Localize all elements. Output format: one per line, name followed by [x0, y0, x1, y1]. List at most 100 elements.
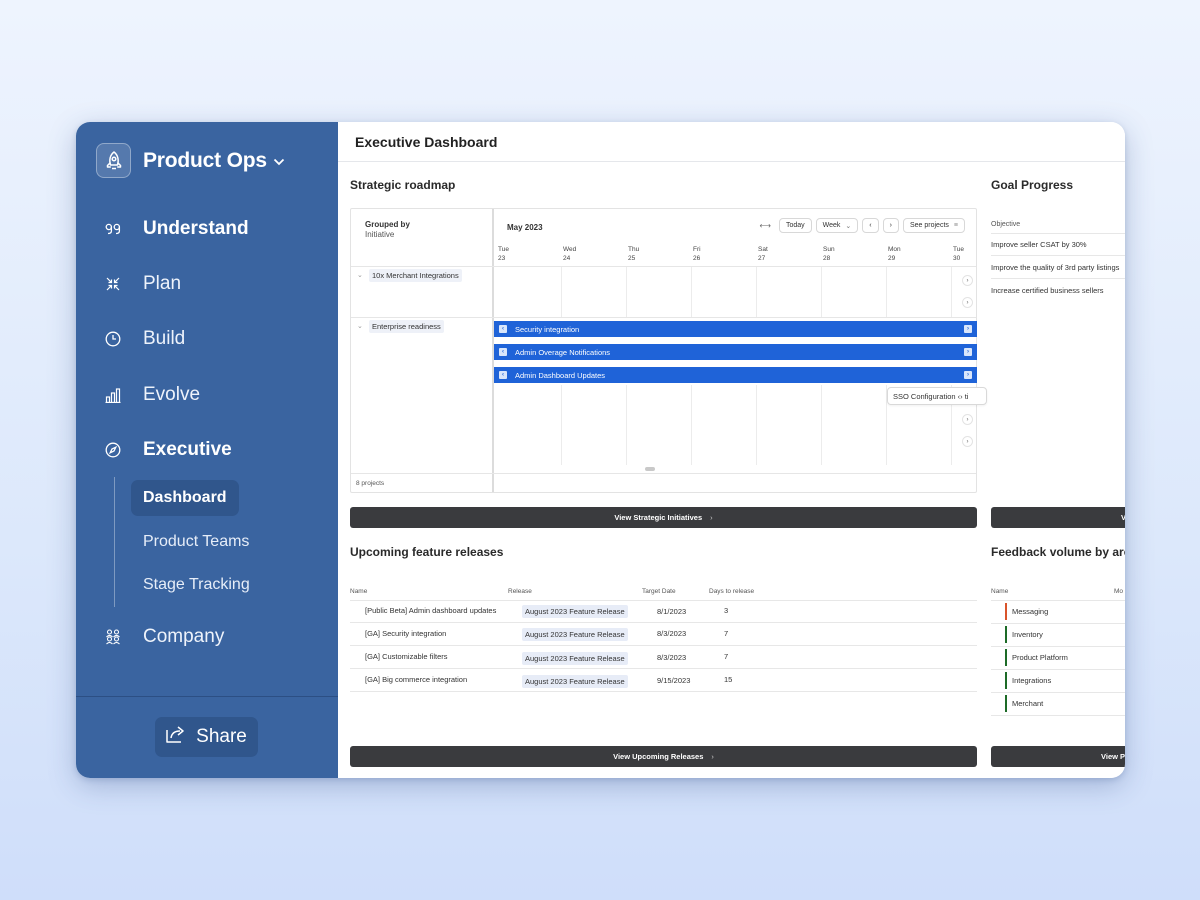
chevron-right-icon[interactable]: › [964, 325, 972, 333]
list-icon: ≡ [953, 222, 958, 229]
page-title: Executive Dashboard [355, 133, 498, 150]
grid-line [951, 385, 952, 465]
grid-line [561, 267, 562, 317]
column-header-name[interactable]: Name [991, 588, 1009, 595]
feedback-row-messaging[interactable]: Messaging [991, 603, 1048, 620]
chevron-right-icon[interactable]: › [962, 414, 973, 425]
chevron-right-icon[interactable]: › [964, 348, 972, 356]
chevron-left-icon[interactable]: ‹ [499, 325, 507, 333]
day-header: Mon 29 [888, 246, 901, 262]
compass-icon [104, 441, 122, 459]
chevron-right-icon: › [710, 513, 713, 522]
grouped-by-label[interactable]: Grouped by Initiative [365, 220, 410, 239]
next-button[interactable]: › [882, 218, 899, 233]
chevron-down-icon [273, 153, 285, 171]
status-color-bar [1005, 603, 1007, 620]
feedback-row-merchant[interactable]: Merchant [991, 695, 1043, 712]
feedback-row-inventory[interactable]: Inventory [991, 626, 1043, 643]
roadmap-bar-admin-dashboard[interactable]: ‹ Admin Dashboard Updates › [494, 367, 977, 383]
nav-item-executive[interactable]: Executive [104, 439, 232, 461]
row-divider [991, 623, 1125, 624]
day-header: Sun 28 [823, 246, 835, 262]
chevron-down-icon[interactable]: ⌄ [357, 323, 363, 330]
column-header-name[interactable]: Name [350, 588, 368, 595]
chevron-right-icon[interactable]: › [962, 297, 973, 308]
roadmap-month: May 2023 [507, 223, 543, 232]
expand-horizontal-icon[interactable]: ⟷ [759, 221, 771, 230]
roadmap-bar-admin-overage[interactable]: ‹ Admin Overage Notifications › [494, 344, 977, 360]
view-upcoming-releases-button[interactable]: View Upcoming Releases › [350, 746, 977, 767]
chevron-right-icon[interactable]: › [962, 275, 973, 286]
column-header-target-date[interactable]: Target Date [642, 588, 676, 595]
grid-line [821, 267, 822, 317]
chevron-right-icon: › [711, 752, 714, 761]
horizontal-scroll-handle[interactable] [645, 467, 655, 471]
grid-line [351, 317, 976, 318]
chevron-right-icon[interactable]: › [964, 371, 972, 379]
objective-column-header: Objective [991, 221, 1021, 228]
nav-item-build[interactable]: Build [104, 328, 185, 350]
feedback-row-product-platform[interactable]: Product Platform [991, 649, 1068, 666]
view-strategic-initiatives-button[interactable]: View Strategic Initiatives › [350, 507, 977, 528]
column-header-days[interactable]: Days to release [709, 588, 755, 595]
grid-line [951, 267, 952, 317]
row-divider [350, 668, 977, 669]
rocket-icon [96, 143, 131, 178]
grid-line [886, 267, 887, 317]
goal-row[interactable]: Improve seller CSAT by 30% [991, 240, 1087, 249]
grid-line [626, 267, 627, 317]
chevron-down-icon[interactable]: ⌄ [357, 272, 363, 279]
goal-row[interactable]: Improve the quality of 3rd party listing… [991, 263, 1120, 272]
nav-item-evolve[interactable]: Evolve [104, 384, 200, 406]
row-divider [991, 715, 1125, 716]
roadmap-timeline: Grouped by Initiative May 2023 ⟷ Today W… [350, 208, 987, 493]
workspace-switcher[interactable]: Product Ops [96, 143, 285, 178]
nav-item-understand[interactable]: Understand [104, 218, 249, 240]
app-window: Product Ops Understand Plan Build [76, 122, 1125, 778]
grid-line [691, 385, 692, 465]
grid-line [821, 385, 822, 465]
group-tag-enterprise-readiness[interactable]: Enterprise readiness [369, 320, 444, 333]
column-header-mo[interactable]: Mo [1114, 588, 1124, 595]
chevron-left-icon[interactable]: ‹ [499, 348, 507, 356]
group-tag-10x-merchant[interactable]: 10x Merchant Integrations [369, 269, 462, 282]
day-header: Fri 26 [693, 246, 701, 262]
subnav-item-dashboard[interactable]: Dashboard [131, 480, 239, 516]
bar-chart-icon [104, 386, 122, 404]
see-projects-button[interactable]: See projects ≡ [902, 218, 965, 233]
view-feedback-button[interactable]: View P [991, 746, 1125, 767]
roadmap-bar-security-integration[interactable]: ‹ Security integration › [494, 321, 977, 337]
project-count: 8 projects [356, 480, 385, 487]
goal-progress-title: Goal Progress [991, 178, 1074, 192]
roadmap-day-headers: Tue 23 Wed 24 Thu 25 Fri 26 Sat 27 Sun 28 Mon 2… [496, 245, 976, 267]
view-goals-button[interactable]: View Goals [991, 507, 1125, 528]
release-tag: August 2023 Feature Release [522, 652, 628, 665]
chevron-down-icon: ⌄ [845, 222, 852, 230]
status-color-bar [1005, 626, 1007, 643]
nav-item-plan[interactable]: Plan [104, 273, 181, 295]
people-icon [104, 628, 122, 646]
chevron-left-icon[interactable]: ‹ [499, 371, 507, 379]
roadmap-title: Strategic roadmap [350, 178, 456, 192]
feedback-title: Feedback volume by area [991, 545, 1125, 559]
period-select[interactable]: Week ⌄ [815, 218, 859, 233]
prev-button[interactable]: ‹ [862, 218, 879, 233]
feedback-row-integrations[interactable]: Integrations [991, 672, 1051, 689]
row-divider [991, 692, 1125, 693]
release-tag: August 2023 Feature Release [522, 628, 628, 641]
row-divider [991, 278, 1125, 279]
goal-row[interactable]: Increase certified business sellers [991, 286, 1104, 295]
chevron-right-icon[interactable]: › [962, 436, 973, 447]
share-button[interactable]: Share [155, 717, 258, 757]
roadmap-item-sso-configuration[interactable]: SSO Configuration ‹› ti [887, 387, 987, 405]
grid-line [691, 267, 692, 317]
clock-icon [104, 330, 122, 348]
today-button[interactable]: Today [778, 218, 812, 233]
subnav-item-stage-tracking[interactable]: Stage Tracking [143, 576, 250, 593]
day-header: Tue 23 [498, 246, 509, 262]
nav-item-company[interactable]: Company [104, 626, 224, 648]
day-header: Tue 30 [953, 246, 964, 262]
subnav-item-product-teams[interactable]: Product Teams [143, 533, 250, 550]
column-header-release[interactable]: Release [508, 588, 532, 595]
grid-line [756, 385, 757, 465]
